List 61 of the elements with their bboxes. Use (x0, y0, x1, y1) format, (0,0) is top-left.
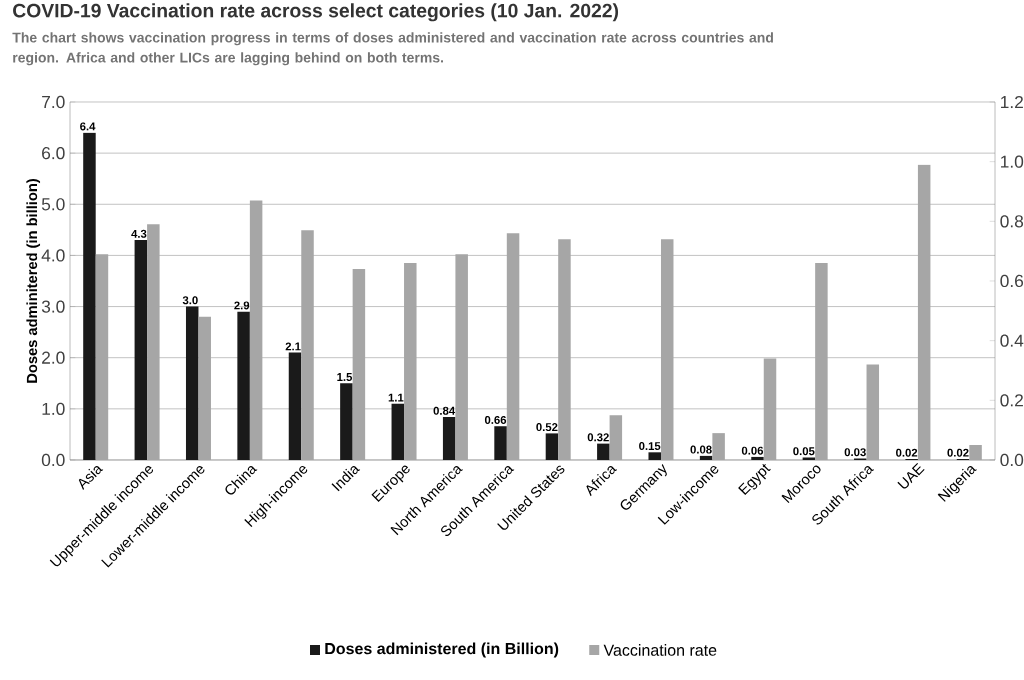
bar (442, 417, 456, 460)
data-label: 1.5 (337, 373, 353, 381)
bar (969, 445, 982, 460)
bar (648, 452, 661, 460)
y-axis-title: Doses adminitered (in billion) (26, 179, 41, 383)
chart-title: COVID-19 Vaccination rate across select categories (10 Jan. 2022) (13, 3, 619, 22)
data-label: 0.02 (947, 448, 969, 457)
y2-tick-label: 0.2 (1000, 394, 1023, 407)
y-tick-label: 7.0 (42, 95, 65, 109)
bar (609, 415, 623, 460)
bar (301, 230, 314, 460)
data-label: 0.52 (536, 423, 558, 432)
data-label: 1.1 (388, 393, 404, 402)
bar (506, 233, 520, 460)
data-label: 0.32 (587, 433, 609, 442)
data-label: 0.08 (690, 445, 712, 454)
bar (660, 239, 674, 460)
bar (712, 433, 725, 460)
chart-subtitle: The chart shows vaccination progress in terms of doses administered and vaccination rate across countries and region. Africa and other LICs are lagging behind on both terms. (12, 32, 773, 66)
bar (494, 426, 507, 460)
data-label: 4.3 (131, 229, 147, 238)
bar (866, 364, 880, 460)
bar (699, 455, 713, 460)
data-label: 6.4 (80, 122, 96, 131)
y-tick-label: 5.0 (41, 198, 65, 211)
y-tick-label: 3.0 (41, 300, 65, 313)
data-label: 0.05 (793, 447, 815, 456)
y2-tick-label: 0.4 (1000, 334, 1024, 347)
bar (352, 269, 366, 460)
data-label: 0.03 (844, 448, 866, 457)
legend-label: Doses administered (in Billion) (325, 642, 559, 658)
bar (763, 358, 777, 460)
bar (391, 403, 405, 460)
y-tick-label: 4.0 (41, 249, 65, 262)
y2-tick-label: 0.8 (1000, 215, 1024, 228)
data-label: 0.02 (896, 448, 918, 457)
bar (751, 456, 764, 460)
bar (455, 254, 468, 460)
data-label: 2.1 (285, 342, 301, 351)
data-label: 0.06 (741, 446, 764, 455)
data-label: 0.15 (639, 442, 661, 451)
bar (815, 263, 828, 460)
bar (558, 239, 571, 460)
legend-label: Vaccination rate (603, 644, 717, 656)
x-tick-label: Asia (78, 466, 104, 490)
y2-tick-label: 0.0 (1000, 453, 1024, 467)
y2-tick-label: 1.0 (1001, 155, 1024, 168)
bar (404, 263, 417, 460)
data-label: 2.9 (234, 301, 250, 310)
data-label: 0.66 (484, 415, 507, 424)
y-tick-label: 6.0 (42, 147, 65, 160)
y-tick-label: 1.0 (42, 402, 65, 415)
data-label: 3.0 (182, 296, 198, 305)
bar (545, 433, 559, 460)
y-tick-label: 0.0 (41, 453, 65, 467)
y-tick-label: 2.0 (42, 351, 65, 364)
bar (917, 164, 931, 460)
data-label: 0.84 (433, 406, 456, 415)
y2-tick-label: 1.2 (1001, 95, 1023, 109)
bar (802, 457, 816, 460)
y2-tick-label: 0.6 (1000, 274, 1024, 288)
